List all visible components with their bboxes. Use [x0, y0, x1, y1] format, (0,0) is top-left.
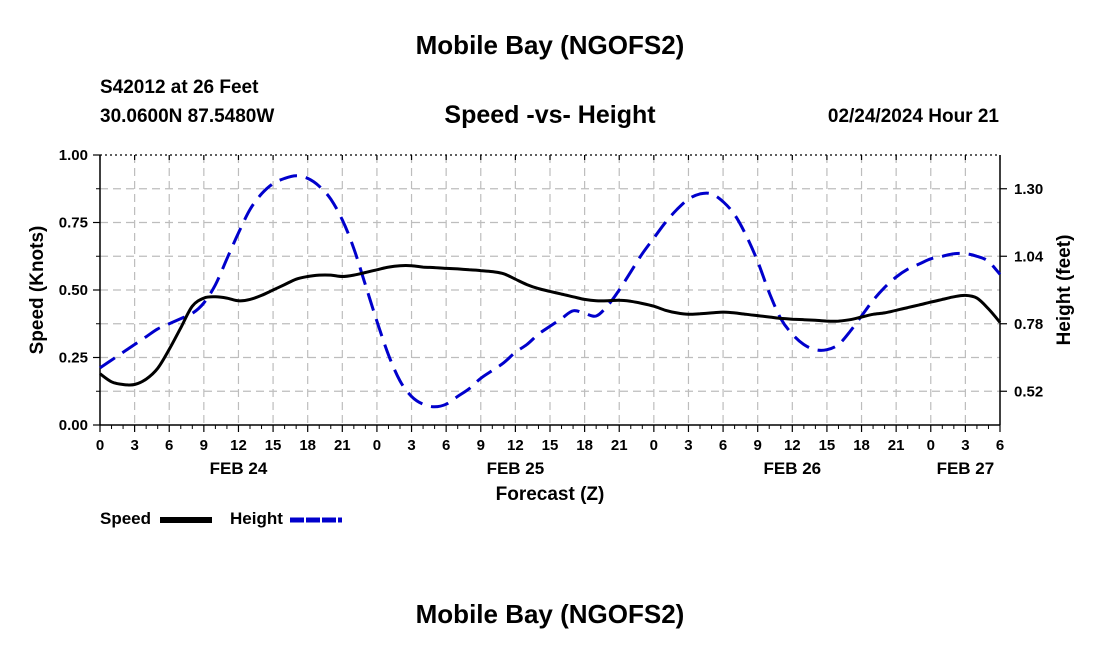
y-tick-label: 0.25 [59, 350, 88, 367]
x-axis-title: Forecast (Z) [496, 484, 605, 505]
y-tick-label: 1.00 [59, 147, 88, 164]
x-tick-label: 0 [650, 437, 658, 454]
x-tick-label: 12 [507, 437, 524, 454]
legend-speed-label: Speed [100, 509, 152, 528]
y2-axis-title: Height (feet) [1054, 235, 1075, 346]
date-label: FEB 27 [937, 459, 995, 478]
y-tick-label: 0.75 [59, 215, 88, 232]
series-line-speed [99, 264, 1002, 387]
x-tick-label: 6 [719, 437, 727, 454]
x-tick-label: 18 [299, 437, 316, 454]
x-tick-label: 21 [611, 437, 628, 454]
x-tick-label: 0 [96, 437, 104, 454]
legend-height-label: Height [230, 509, 283, 528]
x-tick-label: 12 [230, 437, 247, 454]
x-tick-label: 15 [265, 437, 282, 454]
x-tick-label: 21 [334, 437, 351, 454]
footer-title: Mobile Bay (NGOFS2) [415, 599, 685, 629]
x-tick-label: 6 [996, 437, 1004, 454]
x-tick-label: 9 [200, 437, 208, 454]
series-line-height [99, 174, 1002, 409]
chart-subtitle: Speed -vs- Height [444, 101, 656, 129]
x-tick-label: 21 [888, 437, 905, 454]
y-axis-title: Speed (Knots) [27, 226, 48, 355]
station-label: S42012 at 26 Feet [100, 77, 259, 98]
date-label: FEB 25 [487, 459, 545, 478]
x-tick-label: 9 [477, 437, 485, 454]
y2-tick-label: 0.52 [1014, 383, 1043, 400]
x-tick-label: 3 [130, 437, 138, 454]
x-tick-label: 3 [684, 437, 692, 454]
y2-tick-label: 1.30 [1014, 181, 1043, 198]
y2-tick-label: 0.78 [1014, 316, 1043, 333]
y-tick-label: 0.50 [59, 282, 88, 299]
station-coordinates: 30.0600N 87.5480W [100, 106, 275, 127]
forecast-datetime: 02/24/2024 Hour 21 [827, 106, 999, 127]
x-tick-label: 3 [961, 437, 969, 454]
x-tick-label: 9 [754, 437, 762, 454]
y2-tick-label: 1.04 [1014, 248, 1044, 265]
x-tick-label: 6 [165, 437, 173, 454]
x-tick-label: 0 [373, 437, 381, 454]
chart-title: Mobile Bay (NGOFS2) [415, 30, 685, 60]
x-tick-label: 0 [927, 437, 935, 454]
x-tick-label: 6 [442, 437, 450, 454]
x-tick-label: 15 [819, 437, 836, 454]
x-tick-label: 18 [853, 437, 870, 454]
x-tick-label: 15 [542, 437, 559, 454]
date-label: FEB 24 [210, 459, 268, 478]
x-tick-label: 18 [576, 437, 593, 454]
date-label: FEB 26 [763, 459, 821, 478]
x-tick-label: 12 [784, 437, 801, 454]
y-tick-label: 0.00 [59, 417, 88, 434]
x-tick-label: 3 [407, 437, 415, 454]
